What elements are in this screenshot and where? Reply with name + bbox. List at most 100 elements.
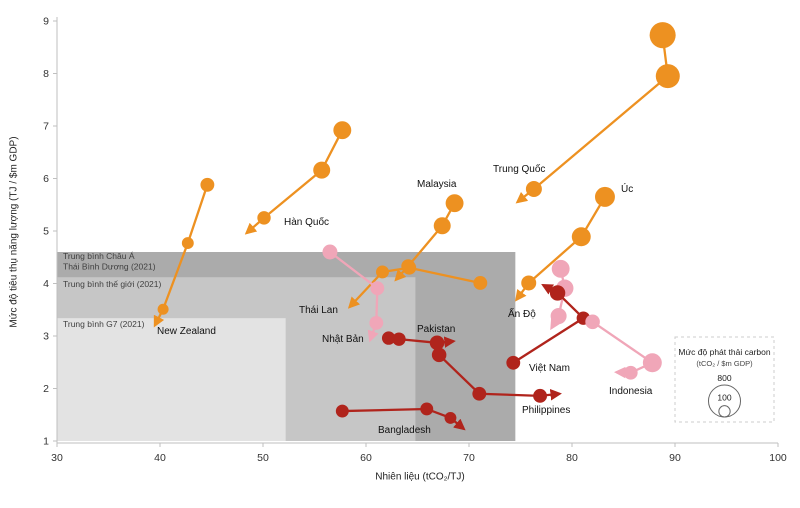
data-bubble — [642, 353, 662, 373]
data-bubble — [473, 276, 488, 290]
country-label: Việt Nam — [529, 363, 570, 374]
x-tick-label: 70 — [463, 452, 475, 464]
data-bubble — [444, 411, 457, 424]
data-bubble — [369, 315, 384, 330]
data-bubble — [472, 386, 487, 401]
data-bubble — [585, 314, 600, 330]
y-tick-label: 9 — [43, 16, 49, 28]
y-tick-label: 6 — [43, 173, 49, 185]
average-band-label-world: Trung bình thế giới (2021) — [63, 279, 162, 289]
country-label: Nhật Bản — [322, 334, 364, 345]
y-tick-label: 2 — [43, 383, 49, 395]
legend-subtitle: (tCO₂ / $m GDP) — [696, 359, 753, 368]
data-bubble — [521, 275, 537, 291]
y-tick-label: 5 — [43, 226, 49, 238]
data-bubble — [429, 335, 445, 351]
country-label: Pakistan — [417, 324, 455, 335]
data-bubble — [431, 347, 447, 363]
x-tick-label: 100 — [769, 452, 787, 464]
trajectory-line — [153, 184, 209, 328]
country-label: New Zealand — [157, 326, 216, 337]
trajectory-line — [515, 196, 606, 302]
country-label: Philippines — [522, 405, 570, 416]
trajectory-philippines — [431, 347, 562, 403]
trajectory-pakistan — [381, 331, 456, 351]
country-label: Trung Quốc — [493, 163, 545, 175]
y-tick-label: 3 — [43, 331, 49, 343]
x-tick-label: 40 — [154, 452, 166, 464]
trajectory-trung-quốc — [515, 22, 680, 204]
trajectory-line — [512, 283, 586, 364]
trajectory-hàn-quốc — [244, 121, 352, 235]
trajectory-line — [394, 202, 456, 282]
trajectory-line — [342, 407, 466, 431]
data-bubble — [335, 404, 349, 418]
country-label: Malaysia — [417, 179, 457, 190]
data-bubble — [322, 244, 338, 260]
data-bubble — [655, 64, 680, 89]
data-bubble — [551, 259, 570, 278]
y-tick-label: 4 — [43, 278, 49, 290]
data-bubble — [623, 365, 638, 380]
data-bubble — [533, 388, 548, 403]
country-label: Indonesia — [609, 386, 653, 397]
data-bubble — [381, 331, 396, 345]
trajectory-indonesia — [585, 314, 662, 380]
trajectory-line — [329, 251, 379, 343]
data-bubble — [200, 177, 215, 192]
trajectory-ấn-độ — [550, 259, 574, 331]
legend-title: Mức độ phát thải carbon — [678, 347, 770, 357]
data-bubble — [376, 265, 389, 279]
average-band-g7 — [57, 318, 286, 441]
data-bubble — [506, 355, 521, 370]
y-tick-label: 7 — [43, 121, 49, 133]
country-label: Thái Lan — [299, 305, 338, 316]
x-tick-label: 50 — [257, 452, 269, 464]
trajectory-line — [244, 129, 344, 235]
y-tick-label: 1 — [43, 436, 49, 448]
trajectory-nhật-bản — [322, 244, 385, 343]
trajectory-new-zealand — [153, 177, 215, 328]
data-bubble — [649, 22, 676, 49]
data-bubble — [392, 332, 406, 346]
data-bubble — [549, 285, 566, 301]
trajectory-line — [515, 35, 670, 204]
country-label: Hàn Quốc — [284, 216, 329, 228]
x-tick-label: 80 — [566, 452, 578, 464]
data-bubble — [257, 211, 271, 225]
x-tick-label: 90 — [669, 452, 681, 464]
average-band-label-asia_pacific: Thái Bình Dương (2021) — [63, 262, 156, 272]
legend-small-value: 100 — [717, 393, 731, 403]
trajectory-line — [347, 266, 481, 309]
trajectory-line — [438, 354, 562, 401]
trajectory-thái-lan — [347, 260, 488, 309]
y-axis-title: Mức độ tiêu thụ năng lượng (TJ / $m GDP) — [8, 136, 20, 328]
trajectory-úc — [515, 186, 615, 302]
data-bubble — [445, 194, 464, 213]
average-band-label-asia_pacific: Trung bình Châu Á — [63, 251, 135, 261]
average-band-label-g7: Trung bình G7 (2021) — [63, 319, 145, 329]
country-label: Bangladesh — [378, 425, 431, 436]
data-bubble — [433, 217, 451, 235]
x-axis-title: Nhiên liệu (tCO₂/TJ) — [375, 471, 465, 483]
data-bubble — [594, 186, 615, 207]
trajectory-line — [591, 320, 655, 379]
data-bubble — [370, 281, 385, 296]
data-bubble — [402, 260, 417, 275]
country-label: Ấn Độ — [508, 307, 536, 320]
trajectory-việt-nam — [506, 283, 591, 370]
y-tick-label: 8 — [43, 68, 49, 80]
data-bubble — [420, 402, 434, 416]
data-bubble — [157, 303, 169, 315]
legend-small-circle — [718, 405, 731, 418]
x-tick-label: 60 — [360, 452, 372, 464]
country-label: Úc — [621, 182, 633, 195]
trajectory-bangladesh — [335, 402, 466, 431]
data-bubble — [525, 180, 542, 198]
x-tick-label: 30 — [51, 452, 63, 464]
data-bubble — [571, 227, 591, 247]
legend-big-value: 800 — [717, 373, 731, 383]
data-bubble — [333, 121, 352, 140]
